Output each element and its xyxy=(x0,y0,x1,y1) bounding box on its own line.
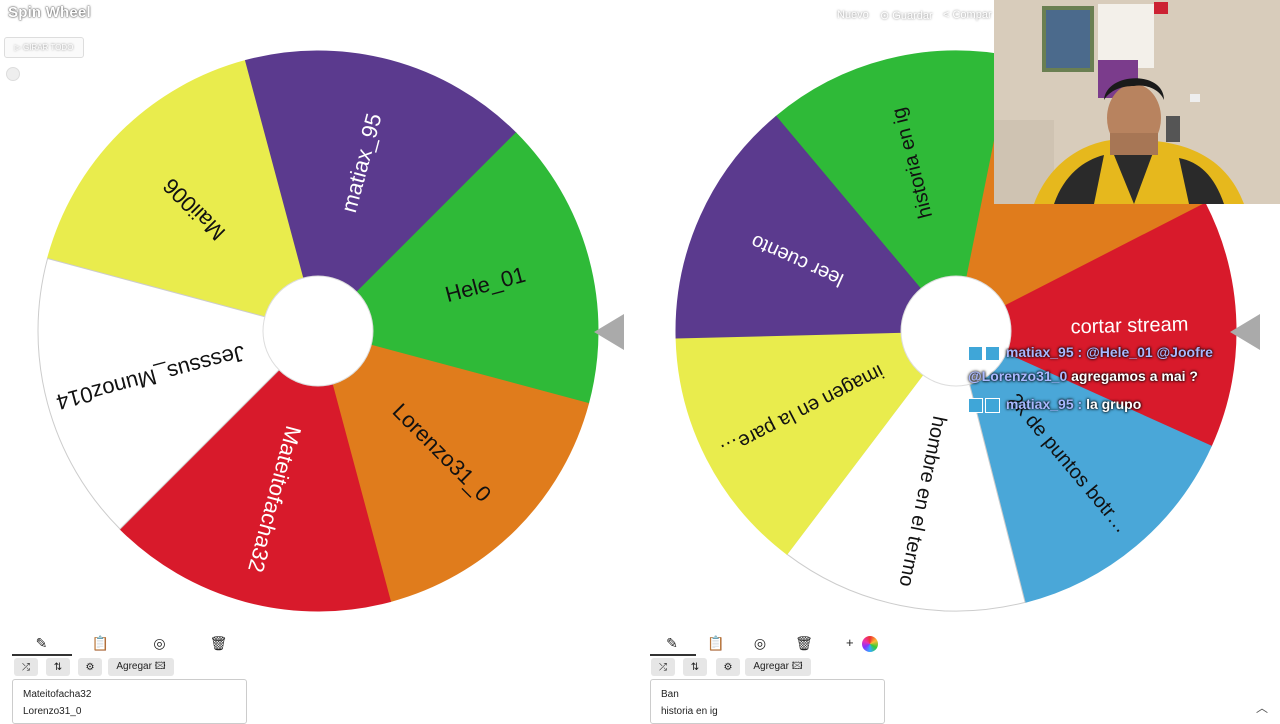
wheel-segment[interactable] xyxy=(955,330,1212,603)
color-wheel-icon[interactable] xyxy=(862,636,878,652)
wheel-segment[interactable] xyxy=(775,50,1013,333)
trash-icon[interactable]: 🗑 xyxy=(209,634,228,651)
chat-message: @Lorenzo31_0 agregamos a mai ? xyxy=(968,368,1198,384)
wheel-segment[interactable] xyxy=(317,132,599,405)
left-wheel[interactable]: Maii006 matiax_95Hele_01Lorenzo31_0Mateit… xyxy=(37,50,599,612)
webcam-scene-image xyxy=(994,0,1280,204)
wheel-segment[interactable] xyxy=(675,330,958,555)
wheel-segment[interactable] xyxy=(675,115,958,339)
chat-text: @Hele_01 @Joofre xyxy=(1086,344,1213,360)
gear-icon: ⚙ xyxy=(723,661,733,673)
entry-line: Lorenzo31_0 xyxy=(23,706,82,717)
wheel-segment[interactable] xyxy=(786,329,1026,612)
chat-badge-icon xyxy=(985,397,1000,413)
edit-tab-indicator xyxy=(650,654,696,656)
shuffle-icon: ⤮ xyxy=(22,661,30,673)
clipboard-icon[interactable]: 📋 xyxy=(707,634,725,651)
hide-eye-icon[interactable]: ◎ xyxy=(153,634,166,651)
share-button[interactable]: < Compar xyxy=(943,9,992,21)
chat-badge-icon xyxy=(968,397,983,413)
edit-tab-indicator xyxy=(12,654,72,656)
gear-icon: ⚙ xyxy=(85,661,95,673)
settings-button[interactable]: ⚙ xyxy=(78,658,102,676)
left-entry-toolbar: ✎ 📋 ◎ 🗑 xyxy=(12,632,248,654)
entries-textarea-right[interactable]: Ban historia en ig xyxy=(650,679,885,724)
scroll-up-chevron-icon[interactable]: ︿ xyxy=(1255,701,1268,715)
edit-pencil-icon[interactable]: ✎ xyxy=(35,634,48,651)
entry-line: Mateitofacha32 xyxy=(23,689,92,700)
entry-line: Ban xyxy=(661,689,679,700)
chat-user: matiax_95 : xyxy=(1005,396,1083,412)
sort-icon: ⇅ xyxy=(53,661,63,673)
edit-pencil-icon[interactable]: ✎ xyxy=(666,634,678,651)
wheel-segment[interactable] xyxy=(317,330,590,603)
sort-icon: ⇅ xyxy=(690,661,700,673)
add-color-button[interactable]: + xyxy=(846,635,854,650)
right-wheel-pointer-icon xyxy=(1230,314,1260,350)
wheel-segment[interactable] xyxy=(244,50,517,332)
add-image-button[interactable]: Agregar 🖾 xyxy=(745,658,811,676)
entries-textarea-left[interactable]: Mateitofacha32 Lorenzo31_0 xyxy=(12,679,247,724)
chat-badge-icon xyxy=(968,345,983,361)
chat-message: matiax_95 : la grupo xyxy=(968,396,1141,413)
chat-user: @Lorenzo31_0 xyxy=(968,368,1068,384)
wheel-segment[interactable] xyxy=(119,330,392,612)
wheel-segment-label: cortar stream xyxy=(1070,313,1188,338)
wheel-center-hub[interactable] xyxy=(262,275,374,387)
shuffle-button[interactable]: ⤮ xyxy=(651,658,675,676)
shuffle-button[interactable]: ⤮ xyxy=(14,658,38,676)
wheel-segment[interactable] xyxy=(46,59,319,332)
chat-text: agregamos a mai ? xyxy=(1071,368,1198,384)
left-wheel-pointer-icon xyxy=(594,314,624,350)
chat-badge-icon xyxy=(985,345,1000,361)
right-entry-toolbar: ✎ 📋 ◎ 🗑 xyxy=(650,632,826,654)
clipboard-icon[interactable]: 📋 xyxy=(91,634,110,651)
spin-all-button[interactable]: ▷ GIRAR TODO xyxy=(4,37,84,58)
app-logo[interactable]: Spin Wheel xyxy=(8,4,91,21)
wheel-segment[interactable] xyxy=(37,257,319,530)
sort-button[interactable]: ⇅ xyxy=(683,658,707,676)
trash-icon[interactable]: 🗑 xyxy=(795,634,813,651)
wheel-center-hub[interactable] xyxy=(900,275,1012,387)
chat-user: matiax_95 : xyxy=(1005,344,1083,360)
settings-button[interactable]: ⚙ xyxy=(716,658,740,676)
save-button[interactable]: ⊙ Guardar xyxy=(880,10,933,22)
chat-message: matiax_95 : @Hele_01 @Joofre xyxy=(968,344,1213,361)
webcam-overlay xyxy=(994,0,1280,204)
settings-dot-icon[interactable] xyxy=(6,67,20,81)
entry-line: historia en ig xyxy=(661,706,718,717)
new-button[interactable]: Nuevo xyxy=(837,9,869,21)
add-image-button[interactable]: Agregar 🖾 xyxy=(108,658,174,676)
chat-text: la grupo xyxy=(1086,396,1142,412)
sort-button[interactable]: ⇅ xyxy=(46,658,70,676)
hide-eye-icon[interactable]: ◎ xyxy=(753,634,767,651)
shuffle-icon: ⤮ xyxy=(659,661,667,673)
